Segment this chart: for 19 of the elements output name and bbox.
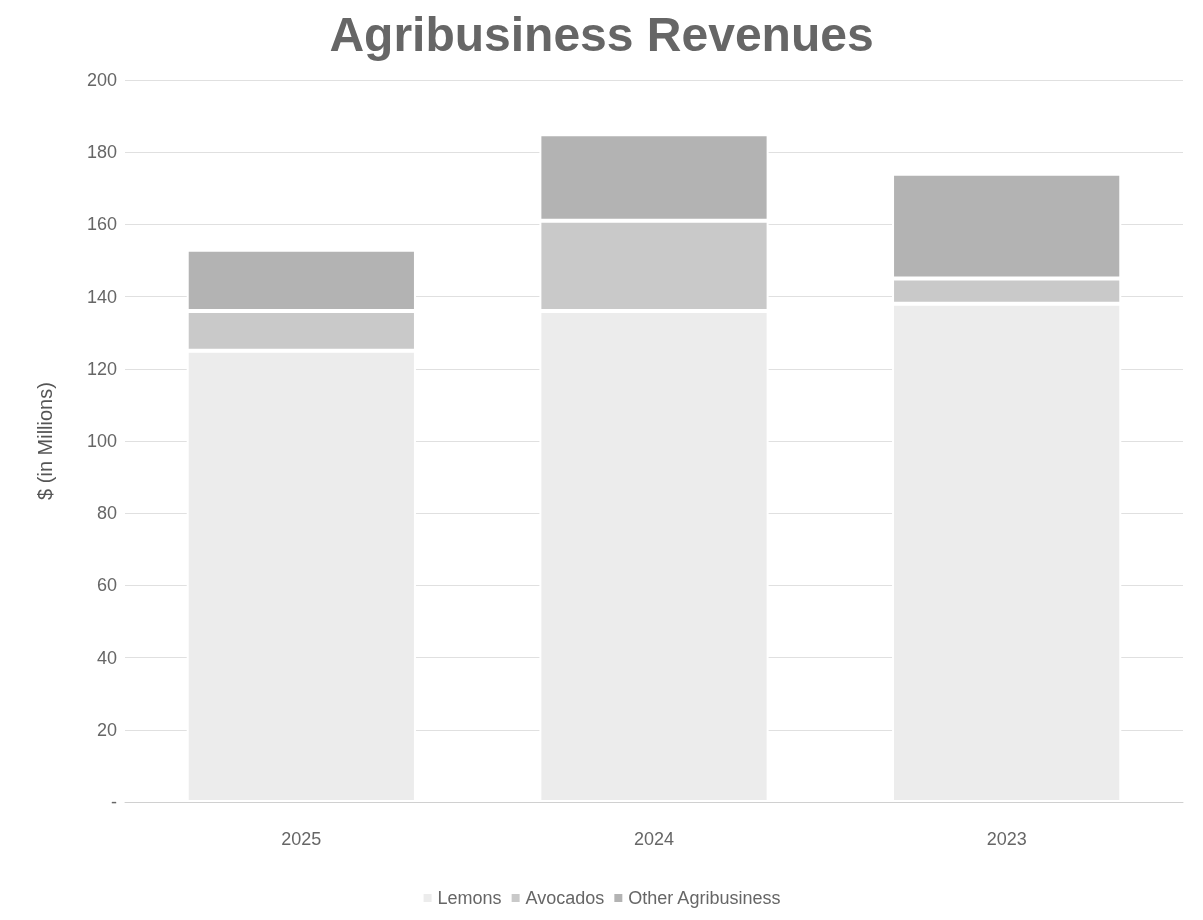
- x-tick-label: 2023: [986, 829, 1027, 849]
- chart-title: Agribusiness Revenues: [329, 7, 874, 61]
- y-tick-label: 100: [86, 431, 117, 451]
- y-tick-label: -: [111, 792, 117, 812]
- y-tick-label: 80: [96, 503, 117, 524]
- x-tick-label: 2024: [633, 829, 675, 849]
- y-tick-label: 20: [96, 719, 117, 740]
- x-tick-label: 2025: [281, 829, 322, 849]
- y-axis-title: $ (in Millions): [34, 382, 56, 500]
- y-tick-label: 120: [86, 358, 117, 379]
- legend-label: Avocados: [525, 888, 605, 908]
- legend-label: Other Agribusiness: [628, 888, 781, 908]
- y-tick-label: 180: [86, 142, 117, 163]
- y-tick-label: 40: [96, 647, 117, 668]
- y-tick-label: 160: [86, 214, 117, 235]
- y-tick-label: 60: [96, 575, 117, 596]
- legend-label: Lemons: [437, 888, 502, 908]
- y-tick-label: 140: [86, 286, 117, 307]
- y-tick-label: 200: [86, 70, 117, 90]
